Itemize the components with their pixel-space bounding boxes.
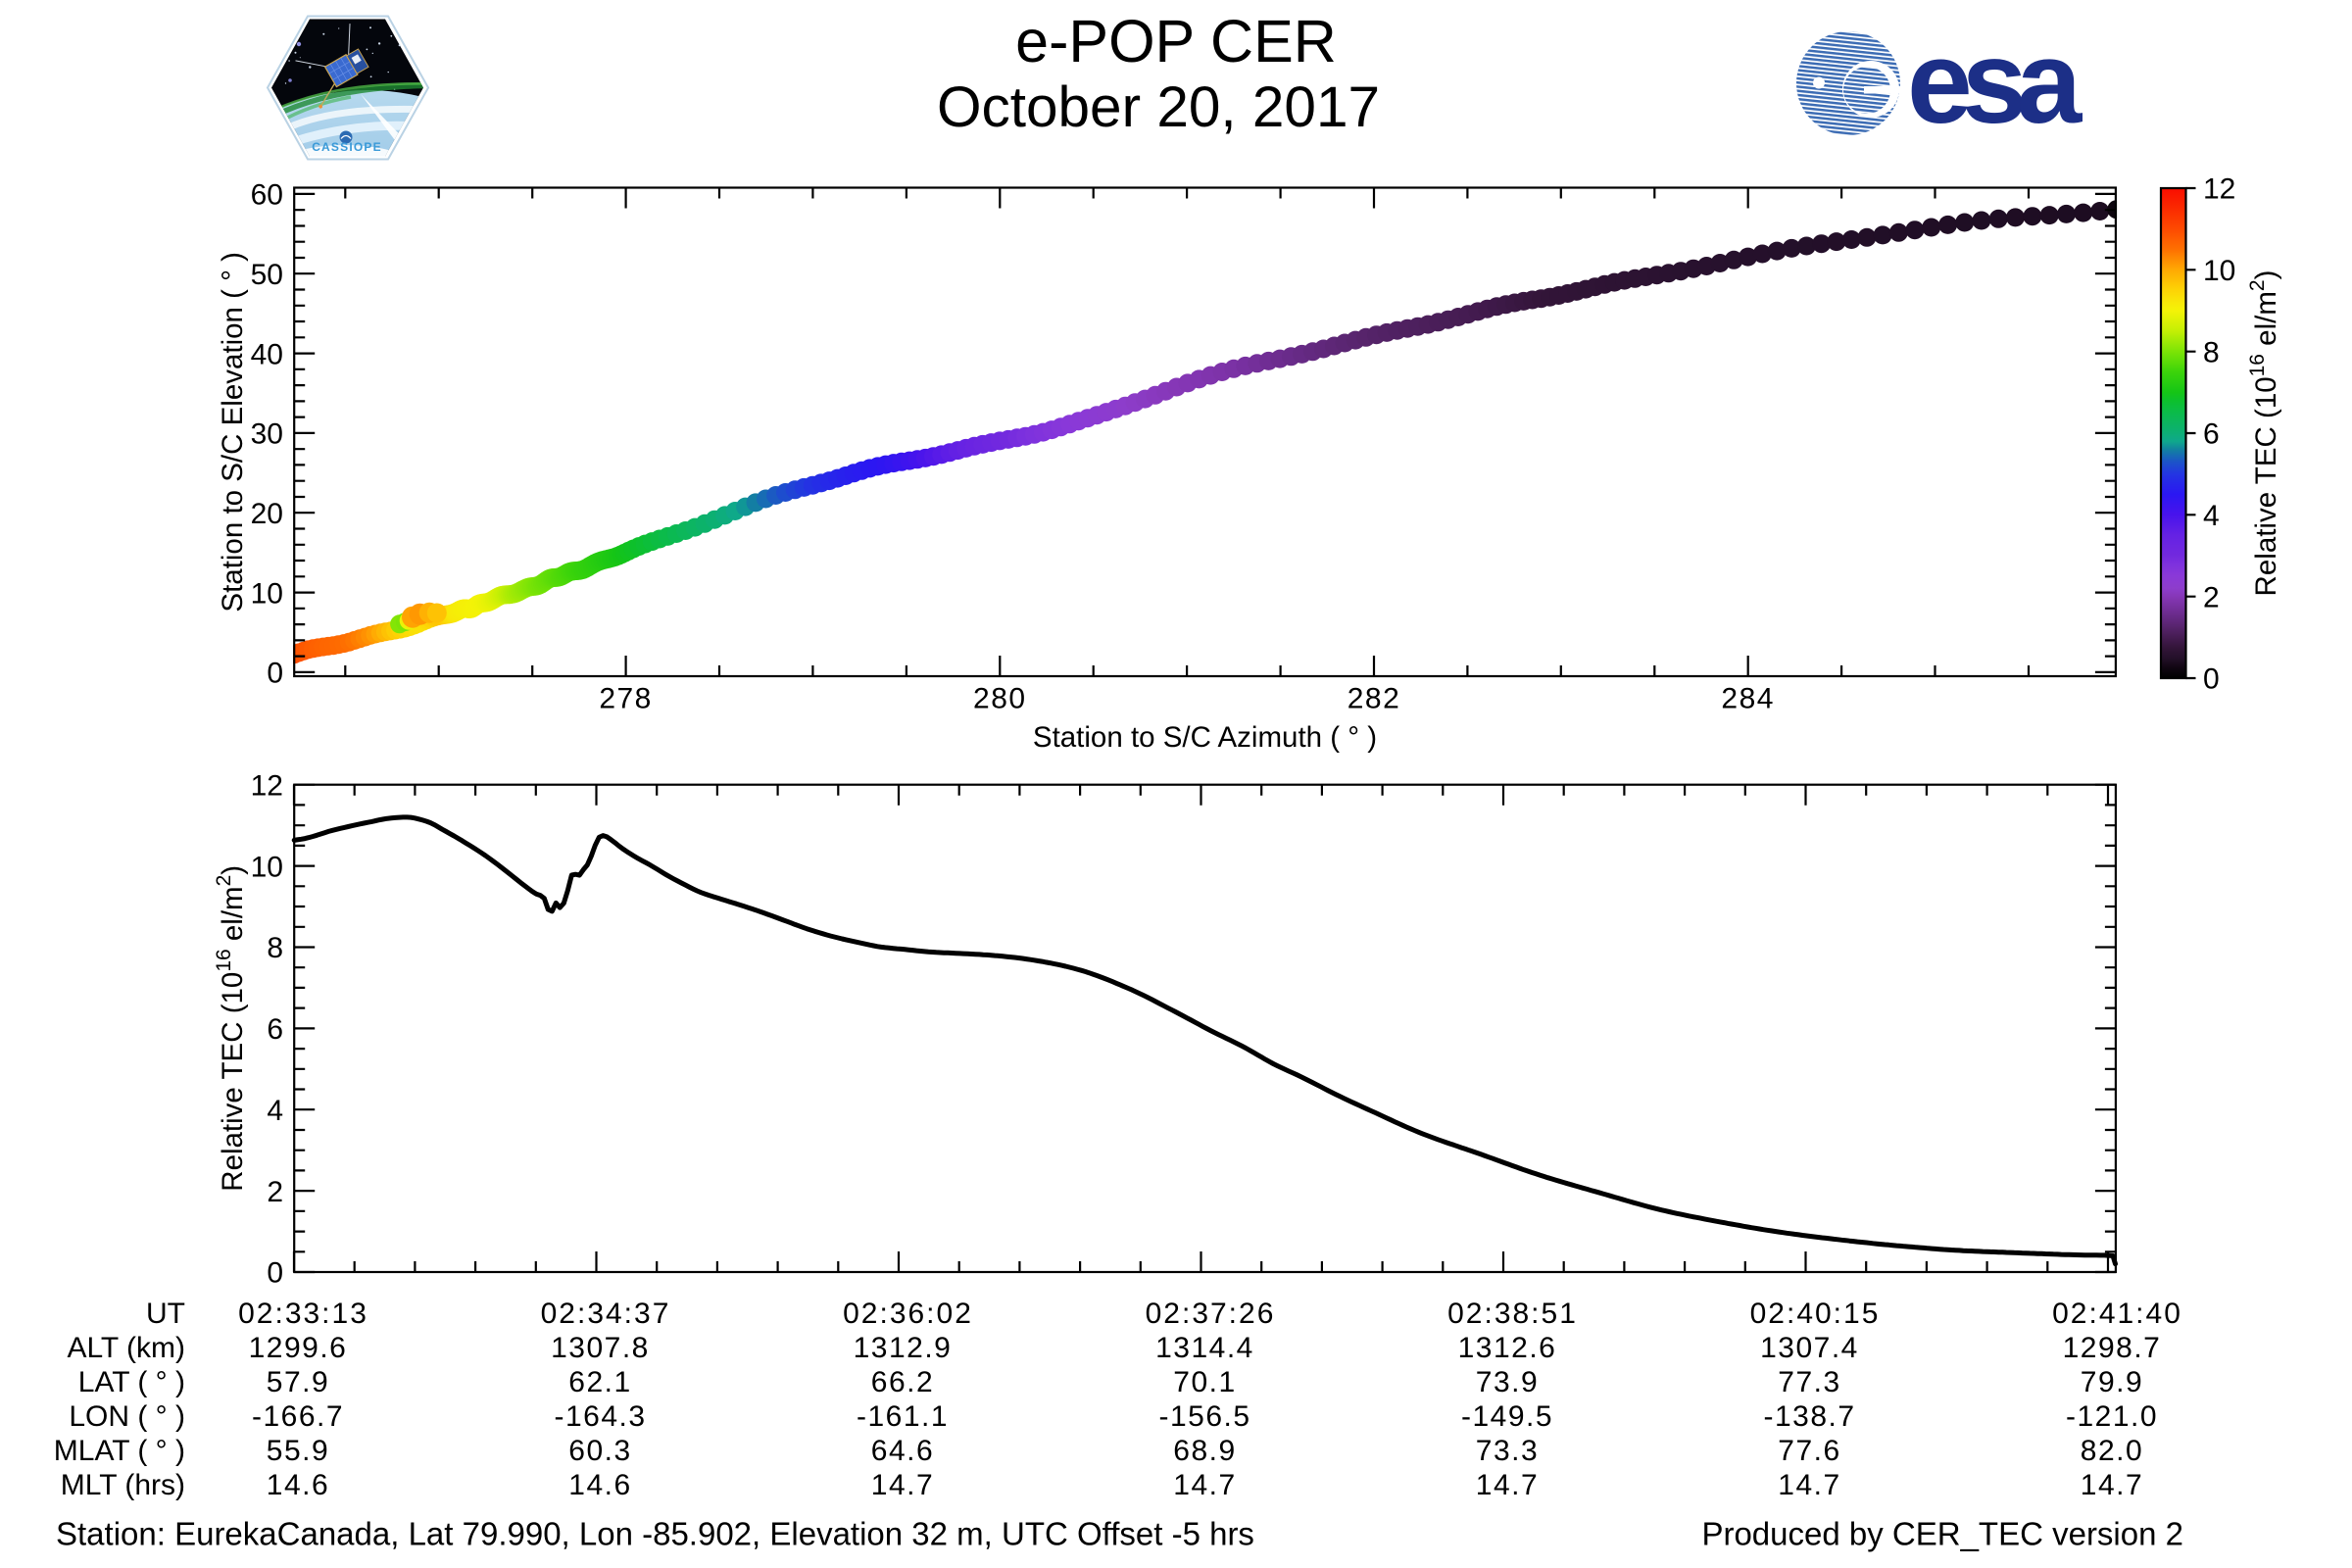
svg-text:12: 12 — [251, 769, 283, 802]
svg-text:40: 40 — [251, 338, 283, 370]
svg-text:57.9: 57.9 — [267, 1366, 329, 1398]
svg-text:-161.1: -161.1 — [857, 1400, 949, 1433]
svg-text:LON ( ° ): LON ( ° ) — [69, 1400, 185, 1433]
svg-text:LAT ( ° ): LAT ( ° ) — [78, 1366, 185, 1398]
svg-text:1312.6: 1312.6 — [1458, 1332, 1557, 1364]
svg-text:14.7: 14.7 — [871, 1469, 934, 1501]
svg-text:1314.4: 1314.4 — [1155, 1332, 1254, 1364]
svg-text:CASSIOPE: CASSIOPE — [312, 140, 382, 154]
svg-text:1299.6: 1299.6 — [249, 1332, 348, 1364]
svg-text:14.7: 14.7 — [1173, 1469, 1236, 1501]
svg-text:ALT (km): ALT (km) — [67, 1332, 185, 1364]
svg-text:70.1: 70.1 — [1173, 1366, 1236, 1398]
svg-text:30: 30 — [251, 418, 283, 451]
svg-text:Station: EurekaCanada, Lat 79.: Station: EurekaCanada, Lat 79.990, Lon -… — [56, 1516, 1254, 1552]
svg-text:2: 2 — [2203, 581, 2220, 613]
svg-text:MLT (hrs): MLT (hrs) — [61, 1469, 185, 1501]
svg-text:66.2: 66.2 — [871, 1366, 934, 1398]
svg-text:278: 278 — [599, 683, 653, 715]
svg-text:0: 0 — [2203, 663, 2220, 696]
svg-text:Relative TEC (1016 el/m2): Relative TEC (1016 el/m2) — [2246, 270, 2282, 597]
svg-text:64.6: 64.6 — [871, 1435, 934, 1467]
svg-text:1312.9: 1312.9 — [854, 1332, 953, 1364]
svg-text:02:36:02: 02:36:02 — [843, 1298, 973, 1330]
svg-text:0: 0 — [267, 1257, 283, 1290]
svg-text:02:41:40: 02:41:40 — [2052, 1298, 2182, 1330]
svg-text:60.3: 60.3 — [568, 1435, 631, 1467]
svg-text:02:37:26: 02:37:26 — [1146, 1298, 1276, 1330]
svg-text:14.6: 14.6 — [267, 1469, 329, 1501]
svg-text:79.9: 79.9 — [2081, 1366, 2143, 1398]
svg-text:MLAT ( ° ): MLAT ( ° ) — [54, 1435, 185, 1467]
svg-text:Station to S/C Azimuth ( ° ): Station to S/C Azimuth ( ° ) — [1033, 721, 1377, 754]
svg-text:02:38:51: 02:38:51 — [1447, 1298, 1578, 1330]
svg-text:73.3: 73.3 — [1476, 1435, 1539, 1467]
svg-text:6: 6 — [267, 1013, 283, 1046]
svg-text:-164.3: -164.3 — [554, 1400, 646, 1433]
svg-text:October 20, 2017: October 20, 2017 — [937, 75, 1380, 139]
svg-text:77.6: 77.6 — [1778, 1435, 1840, 1467]
svg-text:-138.7: -138.7 — [1763, 1400, 1855, 1433]
svg-text:02:33:13: 02:33:13 — [238, 1298, 368, 1330]
svg-text:8: 8 — [2203, 336, 2220, 368]
svg-text:68.9: 68.9 — [1173, 1435, 1236, 1467]
svg-text:-121.0: -121.0 — [2066, 1400, 2158, 1433]
svg-text:82.0: 82.0 — [2081, 1435, 2143, 1467]
svg-text:0: 0 — [267, 658, 283, 690]
svg-text:14.7: 14.7 — [1778, 1469, 1840, 1501]
svg-text:14.7: 14.7 — [2081, 1469, 2143, 1501]
svg-text:280: 280 — [973, 683, 1027, 715]
svg-text:8: 8 — [267, 932, 283, 964]
svg-text:62.1: 62.1 — [568, 1366, 631, 1398]
svg-text:1307.4: 1307.4 — [1760, 1332, 1859, 1364]
svg-text:14.6: 14.6 — [568, 1469, 631, 1501]
svg-text:4: 4 — [267, 1095, 283, 1127]
svg-text:60: 60 — [251, 179, 283, 212]
svg-text:282: 282 — [1348, 683, 1401, 715]
svg-text:20: 20 — [251, 498, 283, 530]
svg-text:Produced by CER_TEC version 2: Produced by CER_TEC version 2 — [1701, 1516, 2183, 1552]
svg-text:50: 50 — [251, 259, 283, 291]
svg-text:6: 6 — [2203, 418, 2220, 451]
svg-text:10: 10 — [251, 577, 283, 610]
svg-text:10: 10 — [251, 851, 283, 883]
svg-text:Station to S/C Elevation ( ° ): Station to S/C Elevation ( ° ) — [217, 252, 249, 612]
svg-text:UT: UT — [146, 1298, 185, 1330]
svg-text:77.3: 77.3 — [1778, 1366, 1840, 1398]
svg-text:10: 10 — [2203, 255, 2235, 287]
svg-text:-149.5: -149.5 — [1461, 1400, 1553, 1433]
svg-text:esa: esa — [1907, 17, 2082, 148]
svg-text:73.9: 73.9 — [1476, 1366, 1539, 1398]
svg-text:4: 4 — [2203, 500, 2220, 532]
svg-text:02:40:15: 02:40:15 — [1750, 1298, 1881, 1330]
svg-text:1298.7: 1298.7 — [2063, 1332, 2162, 1364]
svg-text:Relative TEC (1016 el/m2): Relative TEC (1016 el/m2) — [213, 865, 249, 1192]
svg-text:-156.5: -156.5 — [1158, 1400, 1250, 1433]
svg-text:284: 284 — [1721, 683, 1775, 715]
svg-text:55.9: 55.9 — [267, 1435, 329, 1467]
svg-text:-166.7: -166.7 — [252, 1400, 344, 1433]
svg-text:1307.8: 1307.8 — [551, 1332, 650, 1364]
svg-text:2: 2 — [267, 1176, 283, 1208]
svg-text:12: 12 — [2203, 173, 2235, 206]
svg-text:02:34:37: 02:34:37 — [541, 1298, 671, 1330]
svg-text:14.7: 14.7 — [1476, 1469, 1539, 1501]
svg-text:e-POP CER: e-POP CER — [1015, 8, 1337, 74]
